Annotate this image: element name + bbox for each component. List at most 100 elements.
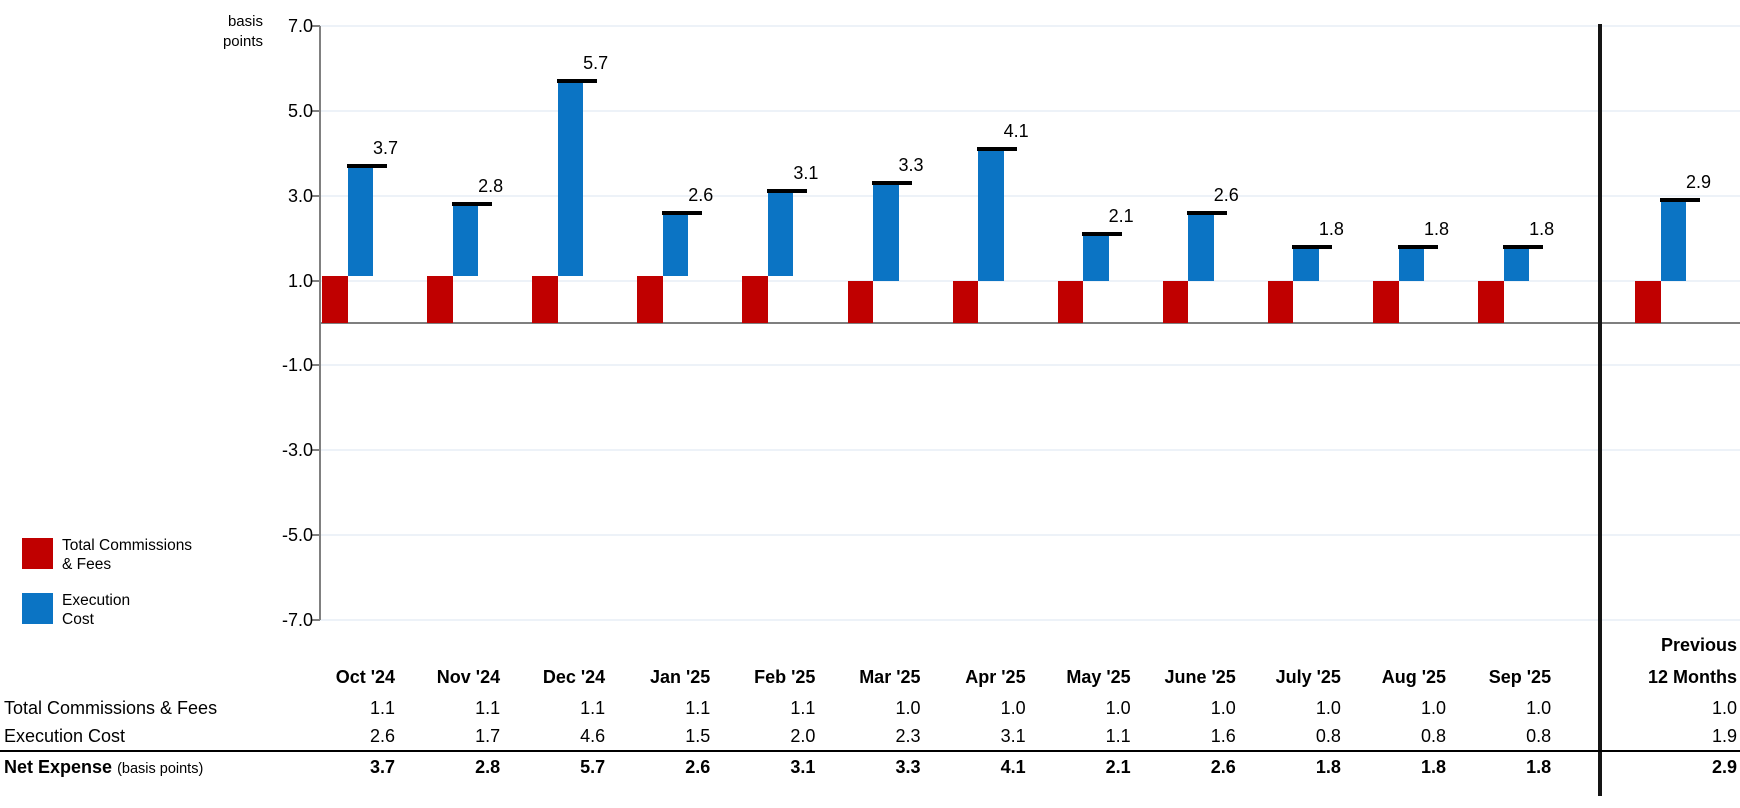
y-axis-tick-label: -5.0 bbox=[281, 525, 313, 546]
bar-total-commissions-fees bbox=[742, 276, 768, 323]
table-column-header: Mar '25 bbox=[859, 667, 921, 687]
table-column-header: Previous bbox=[1660, 635, 1737, 655]
y-axis-tickmark bbox=[311, 449, 320, 452]
x-axis-zero-line bbox=[319, 322, 1740, 324]
bar-total-commissions-fees bbox=[1057, 280, 1084, 323]
bar-total-commissions-fees bbox=[1478, 280, 1504, 323]
gridline bbox=[319, 109, 1740, 112]
bar-execution-cost bbox=[347, 166, 373, 277]
table-cell-execution: 3.1 bbox=[1000, 726, 1026, 746]
bar-execution-cost bbox=[1083, 233, 1109, 281]
table-column-header: Aug '25 bbox=[1381, 667, 1446, 687]
table-cell-commissions: 1.0 bbox=[1711, 698, 1737, 718]
bar-execution-cost bbox=[557, 81, 584, 277]
table-row-label-execution: Execution Cost bbox=[4, 726, 126, 746]
y-axis-unit-label: basis points bbox=[180, 12, 263, 52]
net-expense-value-label: 5.7 bbox=[583, 53, 609, 74]
table-cell-commissions: 1.1 bbox=[475, 698, 501, 718]
bar-total-commissions-fees bbox=[322, 276, 348, 323]
y-axis-tick-label: -3.0 bbox=[281, 440, 313, 461]
gridline bbox=[319, 279, 1740, 282]
table-column-header: July '25 bbox=[1275, 667, 1341, 687]
net-expense-value-label: 3.1 bbox=[793, 163, 819, 184]
y-axis-unit-line1: basis bbox=[227, 13, 263, 30]
y-axis-tickmark bbox=[311, 194, 320, 197]
net-expense-value-label: 2.6 bbox=[688, 184, 714, 205]
table-cell-commissions: 1.0 bbox=[1000, 698, 1026, 718]
y-axis-tick-label: 3.0 bbox=[287, 185, 313, 206]
legend-label-line: Total Commissions bbox=[62, 537, 193, 554]
table-cell-commissions: 1.0 bbox=[1105, 698, 1131, 718]
table-cell-execution: 1.1 bbox=[1105, 726, 1131, 746]
table-column-header: 12 Months bbox=[1647, 667, 1737, 687]
net-expense-total-marker bbox=[556, 79, 597, 84]
table-column-header: May '25 bbox=[1066, 667, 1131, 687]
table-cell-net-expense: 2.6 bbox=[1210, 757, 1236, 777]
net-expense-value-label: 2.8 bbox=[478, 176, 504, 197]
legend-label-line: Cost bbox=[62, 611, 94, 628]
y-axis-tickmark bbox=[311, 534, 320, 537]
net-expense-unit-suffix: (basis points) bbox=[117, 761, 204, 777]
table-cell-net-expense: 4.1 bbox=[1000, 757, 1026, 777]
net-expense-value-label: 2.6 bbox=[1213, 184, 1239, 205]
table-column-header: Apr '25 bbox=[965, 667, 1026, 687]
table-cell-commissions: 1.0 bbox=[1210, 698, 1236, 718]
net-expense-total-marker bbox=[346, 164, 387, 168]
table-cell-net-expense: 2.8 bbox=[475, 757, 501, 777]
bar-total-commissions-fees bbox=[952, 280, 979, 323]
bar-total-commissions-fees bbox=[1267, 280, 1294, 323]
bar-total-commissions-fees bbox=[1635, 280, 1661, 323]
table-column-header: June '25 bbox=[1164, 667, 1236, 687]
gridline bbox=[319, 534, 1740, 537]
table-column-header: Nov '24 bbox=[436, 667, 501, 687]
table-cell-net-expense: 5.7 bbox=[580, 757, 606, 777]
table-row-label-commissions: Total Commissions & Fees bbox=[4, 698, 218, 718]
net-expense-value-label: 2.1 bbox=[1108, 205, 1134, 226]
table-cell-commissions: 1.0 bbox=[1420, 698, 1446, 718]
previous-period-separator-line bbox=[1598, 24, 1602, 796]
net-expense-value-label: 3.3 bbox=[898, 154, 924, 175]
y-axis-tickmark bbox=[311, 24, 320, 27]
net-expense-total-marker bbox=[661, 210, 702, 215]
bar-execution-cost bbox=[1660, 199, 1686, 281]
legend-label-line: & Fees bbox=[62, 556, 112, 573]
net-expense-label: Net Expense bbox=[4, 757, 113, 777]
table-column-header: Dec '24 bbox=[542, 667, 606, 687]
net-expense-value-label: 2.9 bbox=[1685, 171, 1712, 192]
net-expense-total-marker bbox=[1187, 210, 1228, 215]
bar-total-commissions-fees bbox=[1162, 280, 1189, 323]
table-cell-net-expense: 1.8 bbox=[1315, 757, 1341, 777]
table-column-header: Sep '25 bbox=[1488, 667, 1552, 687]
bar-execution-cost bbox=[873, 182, 899, 281]
table-column-header: Oct '24 bbox=[335, 667, 395, 687]
table-cell-execution: 1.6 bbox=[1210, 726, 1236, 746]
gridline bbox=[319, 24, 1740, 27]
table-cell-net-expense: 3.3 bbox=[895, 757, 921, 777]
net-expense-total-marker bbox=[766, 189, 807, 194]
table-cell-execution: 2.0 bbox=[790, 726, 816, 746]
bar-total-commissions-fees bbox=[1373, 280, 1399, 323]
gridline bbox=[319, 194, 1740, 197]
table-cell-commissions: 1.1 bbox=[790, 698, 816, 718]
table-top-border-net-row bbox=[0, 750, 1740, 752]
net-expense-value-label: 4.1 bbox=[1003, 121, 1029, 142]
bar-total-commissions-fees bbox=[532, 276, 558, 323]
gridline bbox=[319, 364, 1740, 367]
net-expense-value-label: 1.8 bbox=[1423, 218, 1450, 239]
net-expense-value-label: 1.8 bbox=[1529, 218, 1555, 239]
table-cell-commissions: 1.0 bbox=[1315, 698, 1341, 718]
table-cell-commissions: 1.0 bbox=[895, 698, 921, 718]
table-cell-execution: 1.9 bbox=[1711, 726, 1737, 746]
y-axis-tickmark bbox=[311, 364, 320, 367]
net-expense-total-marker bbox=[872, 180, 912, 185]
y-axis-tick-label: 5.0 bbox=[287, 100, 313, 121]
gridline bbox=[319, 449, 1740, 452]
net-expense-total-marker bbox=[1082, 231, 1123, 236]
table-cell-execution: 0.8 bbox=[1526, 726, 1552, 746]
net-expense-value-label: 3.7 bbox=[372, 138, 399, 158]
bar-execution-cost bbox=[452, 204, 479, 277]
y-axis-tick-label: 1.0 bbox=[287, 270, 313, 291]
net-expense-total-marker bbox=[977, 147, 1018, 152]
table-cell-net-expense: 3.1 bbox=[790, 757, 816, 777]
net-expense-total-marker bbox=[451, 202, 492, 207]
